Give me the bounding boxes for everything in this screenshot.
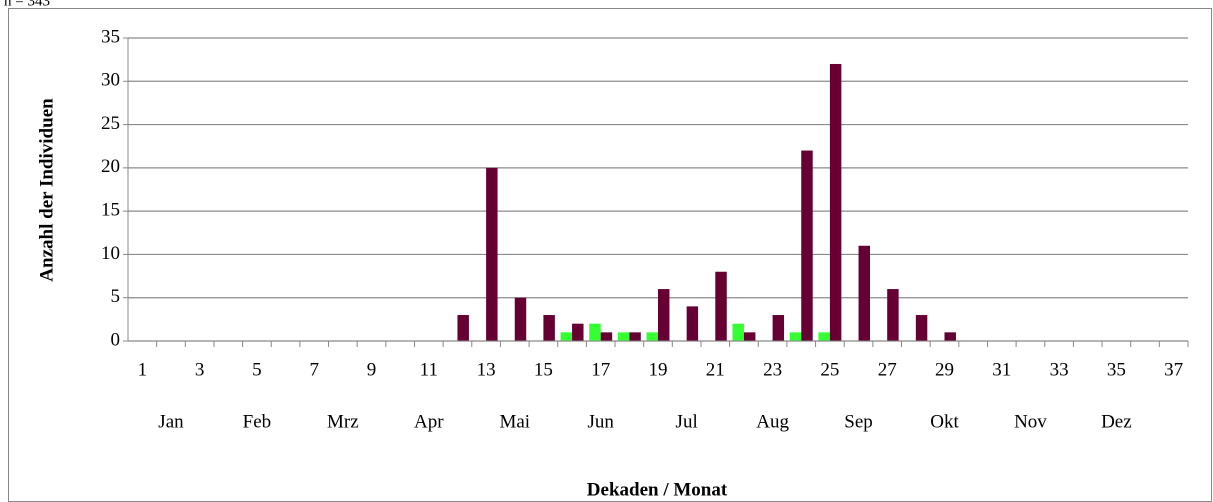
y-tick-label: 15 — [101, 200, 120, 221]
bar — [617, 332, 630, 341]
month-label: Jul — [676, 411, 698, 432]
bar — [944, 332, 956, 341]
month-label: Mrz — [327, 411, 359, 432]
bar — [560, 332, 573, 341]
bar — [543, 315, 555, 341]
x-tick-label: 11 — [420, 359, 438, 380]
month-label: Jun — [587, 411, 614, 432]
bar — [715, 271, 727, 341]
bar — [801, 150, 813, 341]
x-tick-label: 31 — [992, 359, 1011, 380]
month-label: Aug — [756, 411, 789, 432]
annotation: n = 343 — [4, 0, 50, 9]
month-label: Sep — [844, 411, 873, 432]
bar — [686, 306, 699, 341]
bar — [514, 297, 527, 341]
x-tick-label: 27 — [878, 359, 897, 380]
y-tick-label: 25 — [101, 113, 120, 134]
bar — [646, 332, 658, 341]
month-label: Dez — [1101, 411, 1132, 432]
month-label: Jan — [158, 411, 184, 432]
x-axis-label: Dekaden / Monat — [587, 479, 728, 500]
bar — [829, 63, 842, 341]
bar — [457, 315, 469, 341]
y-tick-label: 0 — [111, 329, 121, 350]
month-label: Feb — [243, 411, 272, 432]
x-tick-label: 21 — [706, 359, 725, 380]
month-label: Nov — [1014, 411, 1047, 432]
x-tick-label: 25 — [820, 359, 839, 380]
x-tick-label: 1 — [138, 359, 148, 380]
month-label: Okt — [930, 411, 959, 432]
y-tick-label: 35 — [101, 26, 120, 47]
x-tick-label: 9 — [367, 359, 377, 380]
bar — [658, 289, 670, 341]
x-tick-label: 37 — [1164, 359, 1183, 380]
x-tick-label: 29 — [935, 359, 954, 380]
y-tick-label: 5 — [111, 286, 121, 307]
x-tick-label: 3 — [195, 359, 205, 380]
bar — [572, 323, 584, 341]
x-tick-label: 33 — [1050, 359, 1069, 380]
y-tick-label: 20 — [101, 156, 120, 177]
month-label: Mai — [499, 411, 530, 432]
x-tick-label: 7 — [309, 359, 319, 380]
month-label: Apr — [414, 411, 444, 432]
x-tick-label: 15 — [534, 359, 553, 380]
x-tick-label: 17 — [591, 359, 610, 380]
bar — [789, 332, 802, 341]
x-tick-label: 19 — [649, 359, 668, 380]
bar — [772, 315, 785, 341]
y-axis-label: Anzahl der Individuen — [36, 98, 57, 282]
bar — [486, 167, 498, 341]
x-tick-label: 35 — [1107, 359, 1126, 380]
y-tick-label: 30 — [101, 70, 120, 91]
x-tick-label: 23 — [763, 359, 782, 380]
bar — [858, 245, 870, 341]
bar — [629, 332, 641, 341]
bar — [818, 332, 830, 341]
bar — [887, 289, 899, 341]
x-tick-label: 5 — [252, 359, 262, 380]
bar — [589, 323, 601, 341]
bar — [743, 332, 756, 341]
bar — [732, 323, 744, 341]
bar — [600, 332, 613, 341]
y-tick-label: 10 — [101, 243, 120, 264]
bar — [915, 315, 928, 341]
x-tick-label: 13 — [477, 359, 496, 380]
